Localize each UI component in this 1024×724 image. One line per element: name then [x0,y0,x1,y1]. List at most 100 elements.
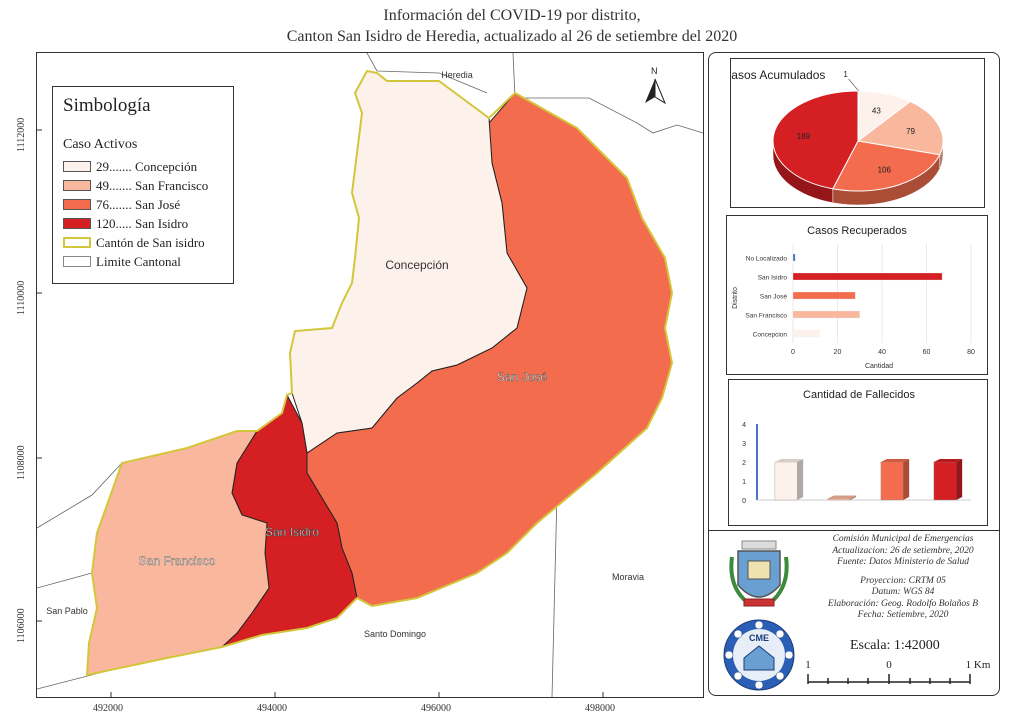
recovered-bar [792,310,860,319]
cme-logo-icon: CME [723,619,795,691]
pie-chart-panel: Casos Acumulados 1 43 79 106 189 [723,58,985,208]
pie-data-label: 106 [878,166,892,175]
legend-swatch [63,256,91,267]
y-tick-1106000: 1106000 [16,608,27,643]
scale-tick-right: 1 Km [966,659,990,671]
deaths-bar-top [827,495,857,499]
pie-data-label: 43 [872,106,881,115]
canton-boundary [85,69,674,677]
recovered-category-label: No Localizado [746,256,788,263]
legend-item: Limite Cantonal [63,252,223,271]
info-line: Elaboración: Geog. Rodolfo Bolaños B [827,598,979,609]
legend-swatch [63,218,91,229]
deaths-bar-side [850,495,857,500]
legend-title: Simbología [63,95,151,116]
recovered-category-label: Concepcion [753,332,788,339]
recovered-category-label: San Isidro [758,275,788,282]
y-tick-1108000: 1108000 [16,445,27,480]
recovered-x-tick: 20 [834,349,842,356]
x-tick-496000: 496000 [421,703,451,714]
pie-chart: Casos Acumulados 1 43 79 106 189 [723,68,944,206]
y-tick-1110000: 1110000 [16,280,27,315]
recovered-title: Casos Recuperados [807,225,907,237]
legend-swatch [63,161,91,172]
recovered-chart: Casos Recuperados 0 20 40 60 80 No Localizado… [732,225,975,370]
legend-item: 29....... Concepción [63,157,223,176]
recovered-chart-panel: Casos Recuperados 0 20 40 60 80 No Localizado… [726,215,988,375]
recovered-x-tick: 0 [791,349,795,356]
recovered-bar [792,253,796,262]
recovered-category-label: San José [760,294,787,301]
pie-data-label: 189 [797,132,811,141]
label-san-pablo: San Pablo [46,606,88,616]
legend-item-label: 49....... San Francisco [96,177,209,193]
map-metadata: Comisión Municipal de Emergencias Actual… [808,534,998,622]
recovered-xlabel: Cantidad [865,363,893,370]
deaths-bar [880,461,904,501]
info-line: Datum: WGS 84 [871,587,935,597]
cme-logo-text: CME [749,633,769,643]
pie-slice [772,90,859,190]
deaths-y-tick: 1 [742,479,746,486]
x-tick-494000: 494000 [257,703,287,714]
recovered-x-tick: 60 [923,349,931,356]
legend-item-label: 76....... San José [96,196,181,212]
pie-leader-line [848,78,859,92]
legend-item-label: 120..... San Isidro [96,215,189,231]
pie-data-label: 79 [906,127,915,136]
pie-title: Casos Acumulados [731,68,825,82]
deaths-bar-top [933,459,963,462]
deaths-y-tick: 2 [742,460,746,467]
recovered-x-tick: 80 [967,349,975,356]
label-san-isidro: San Isidro [265,525,319,539]
map-title-line-2: Canton San Isidro de Heredia, actualizad… [286,28,738,45]
recovered-ylabel: Distrito [732,287,739,309]
deaths-bar [827,498,851,501]
deaths-bar [933,461,957,501]
deaths-y-tick: 4 [742,422,746,429]
recovered-bar [792,291,856,300]
info-line: Fuente: Datos Ministerio de Salud [837,557,969,567]
label-concepcion: Concepción [385,258,448,272]
side-panel [708,52,1000,696]
deaths-chart-panel: Cantidad de Fallecidos 0 1 2 3 4 [728,379,988,526]
side-divider [708,530,1000,531]
label-santo-domingo: Santo Domingo [364,629,426,639]
x-tick-498000: 498000 [585,703,615,714]
pie-data-label: 1 [843,70,848,79]
pie-slice [832,140,941,192]
label-san-jose: San José [497,370,547,384]
deaths-bar-side [956,459,963,500]
north-arrow-icon: N [645,66,667,105]
deaths-y-tick: 3 [742,441,746,448]
recovered-bar [792,272,943,281]
y-tick-1112000: 1112000 [16,117,27,152]
legend-swatch [63,180,91,191]
deaths-bar [774,461,798,501]
deaths-title: Cantidad de Fallecidos [803,389,915,401]
legend-item: Cantón de San isidro [63,233,223,252]
legend-swatch [63,199,91,210]
legend-item-label: Limite Cantonal [96,253,181,269]
scale-label: Escala: 1:42000 [850,638,940,653]
legend-item: 120..... San Isidro [63,214,223,233]
legend-item-label: Cantón de San isidro [96,234,205,250]
info-line: Fecha: Setiembre, 2020 [857,610,949,620]
recovered-bar [792,329,820,338]
deaths-bar-top [880,459,910,462]
info-line: Actualizacion: 26 de setiembre, 2020 [832,545,974,556]
legend-item: 76....... San José [63,195,223,214]
deaths-bar-top [774,459,804,462]
legend-item: 49....... San Francisco [63,176,223,195]
map-frame: N Concepción San José San Isidro San Fra… [36,52,704,698]
deaths-bar-side [797,459,804,500]
map-canvas: N Concepción San José San Isidro San Fra… [37,53,703,697]
legend-subtitle: Caso Activos [63,137,138,152]
x-tick-492000: 492000 [93,703,123,714]
label-heredia: Heredia [441,70,473,80]
recovered-x-tick: 40 [878,349,886,356]
municipal-coat-of-arms-icon [729,540,789,607]
scale-tick-zero: 0 [886,659,892,671]
north-label: N [651,66,658,76]
legend-item-label: 29....... Concepción [96,158,198,174]
